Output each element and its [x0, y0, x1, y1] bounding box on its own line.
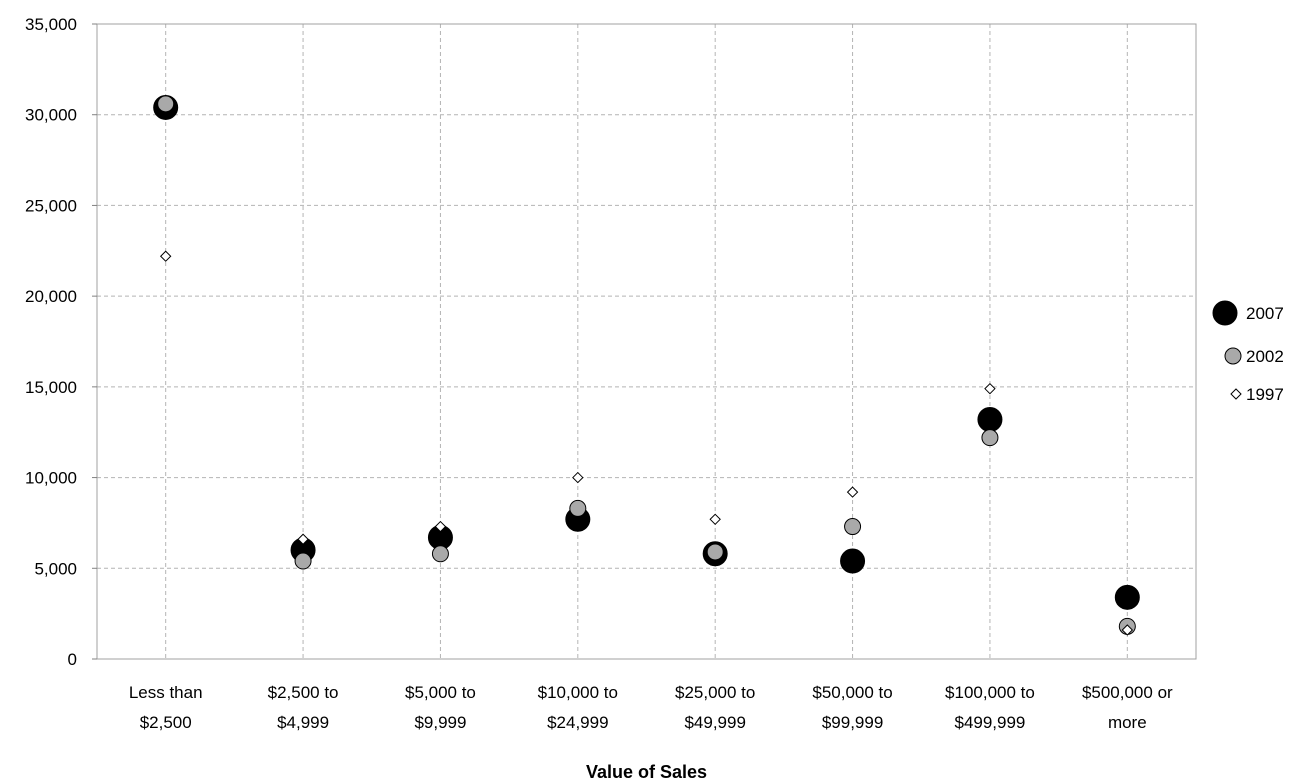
- legend-marker-2002: [1224, 347, 1242, 365]
- point-1997: [709, 513, 721, 526]
- data-marks: [153, 94, 1140, 636]
- x-axis-title: Value of Sales: [586, 762, 707, 782]
- x-tick-label: $4,999: [277, 713, 329, 732]
- point-1997: [159, 250, 172, 262]
- point-2002: [294, 552, 312, 570]
- point-2002: [157, 95, 175, 113]
- x-tick-label: $499,999: [954, 713, 1025, 732]
- point-2002: [431, 545, 449, 563]
- x-tick-label: Less than: [129, 683, 203, 702]
- y-tick-label: 25,000: [25, 196, 77, 215]
- point-2002: [569, 499, 587, 517]
- x-tick-label: $2,500: [140, 713, 192, 732]
- x-tick-label: $49,999: [684, 713, 745, 732]
- x-tick-label: $99,999: [822, 713, 883, 732]
- y-tick-label: 10,000: [25, 469, 77, 488]
- legend-marker-2007: [1212, 300, 1238, 326]
- point-1997: [434, 520, 447, 533]
- point-1997: [846, 486, 859, 498]
- x-tick-label: $24,999: [547, 713, 608, 732]
- y-axis-ticks: 0 5,000 10,000 15,000 20,000 25,000 30,000 35,0…: [25, 15, 97, 669]
- x-tick-label: $500,000 or: [1082, 683, 1173, 702]
- y-tick-label: 5,000: [34, 559, 77, 578]
- x-tick-label: $100,000 to: [945, 683, 1035, 702]
- x-tick-label: $50,000 to: [812, 683, 892, 702]
- legend-label-2002: 2002: [1246, 347, 1284, 366]
- point-2002: [981, 429, 999, 447]
- legend: 2007 2002 1997: [1212, 300, 1284, 404]
- y-tick-label: 0: [68, 650, 77, 669]
- x-tick-label: $9,999: [414, 713, 466, 732]
- legend-marker-1997: [1230, 388, 1242, 400]
- x-axis-ticks: Less than $2,500 $2,500 to $4,999 $5,000 to $…: [129, 683, 1173, 732]
- plot-area-frame: [96, 23, 1197, 660]
- point-1997: [297, 533, 309, 545]
- point-1997: [1121, 624, 1134, 636]
- x-tick-label: $25,000 to: [675, 683, 755, 702]
- x-tick-label: $5,000 to: [405, 683, 476, 702]
- y-tick-label: 15,000: [25, 378, 77, 397]
- point-2007: [977, 407, 1003, 433]
- point-1997: [572, 471, 584, 484]
- point-2007: [840, 548, 866, 574]
- y-tick-label: 35,000: [25, 15, 77, 34]
- point-1997: [984, 382, 996, 395]
- point-2007: [1114, 584, 1140, 610]
- legend-label-1997: 1997: [1246, 385, 1284, 404]
- point-2002: [844, 518, 862, 536]
- x-tick-label: $10,000 to: [538, 683, 618, 702]
- point-2002: [706, 543, 724, 561]
- x-tick-label: $2,500 to: [268, 683, 339, 702]
- legend-label-2007: 2007: [1246, 304, 1284, 323]
- grid-lines: [97, 24, 1196, 659]
- y-tick-label: 30,000: [25, 106, 77, 125]
- y-tick-label: 20,000: [25, 287, 77, 306]
- x-tick-label: more: [1108, 713, 1147, 732]
